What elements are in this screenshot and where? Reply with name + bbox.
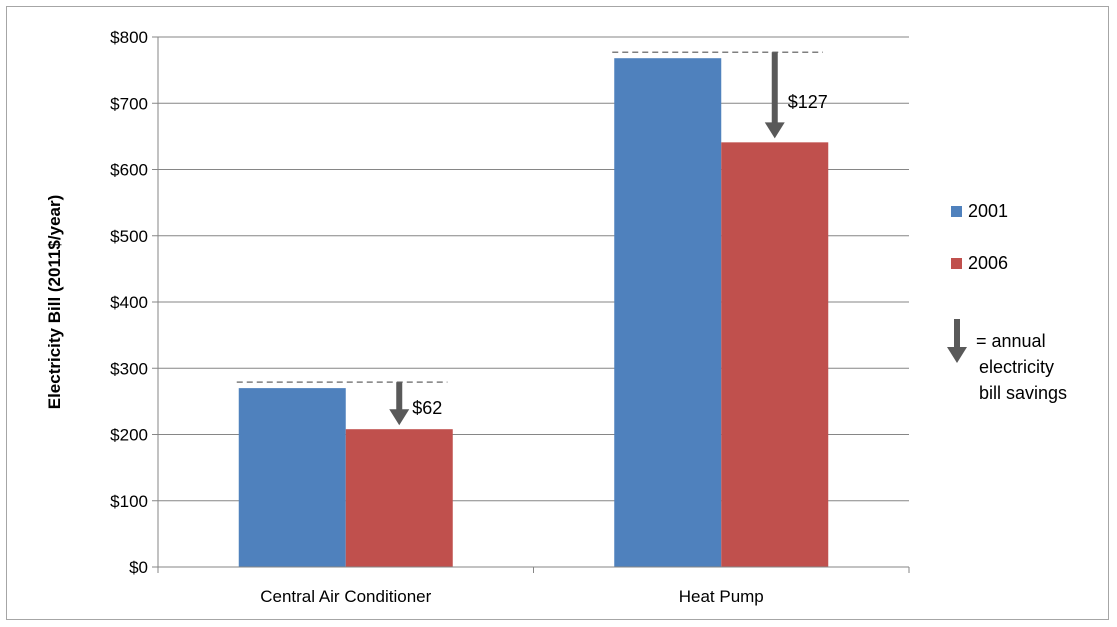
- legend-swatch-2006: [951, 258, 962, 269]
- legend-swatch-2001: [951, 206, 962, 217]
- legend-note-line: electricity: [979, 357, 1054, 377]
- arrow-head: [389, 409, 410, 426]
- legend-arrow-icon: [947, 319, 967, 363]
- bars: [238, 58, 829, 567]
- bar-2006-central-air-conditioner: [345, 429, 453, 567]
- y-tick-label: $300: [110, 359, 148, 378]
- x-tick-label: Central Air Conditioner: [260, 587, 431, 606]
- savings-arrow: [389, 382, 410, 426]
- y-tick-label: $500: [110, 227, 148, 246]
- savings-label: $127: [788, 92, 828, 112]
- arrow-shaft: [771, 52, 778, 124]
- savings-arrow: [764, 52, 785, 139]
- y-tick-label: $600: [110, 161, 148, 180]
- legend-note-line: = annual: [976, 331, 1046, 351]
- savings-label: $62: [412, 398, 442, 418]
- axes: $0 $100 $200 $300 $400 $500 $600 $700 $800 Centra…: [110, 28, 910, 606]
- bar-2006-heat-pump: [721, 142, 829, 567]
- savings-annotations: $62 $127: [236, 51, 828, 426]
- arrow-shaft: [954, 319, 960, 348]
- y-tick-label: $200: [110, 426, 148, 445]
- arrow-head: [764, 122, 785, 139]
- bar-2001-heat-pump: [614, 58, 722, 567]
- arrow-head: [947, 347, 967, 363]
- legend-label-2006: 2006: [968, 253, 1008, 273]
- x-tick-label: Heat Pump: [679, 587, 764, 606]
- legend-note-line: bill savings: [979, 383, 1067, 403]
- chart-frame: $0 $100 $200 $300 $400 $500 $600 $700 $800 Centra…: [6, 6, 1109, 620]
- y-axis-title: Electricity Bill (2011$/year): [45, 195, 64, 410]
- arrow-shaft: [396, 382, 403, 411]
- legend: 2001 2006 = annual electricity bill savings: [947, 201, 1067, 403]
- y-tick-label: $0: [129, 558, 148, 577]
- legend-label-2001: 2001: [968, 201, 1008, 221]
- y-tick-label: $100: [110, 492, 148, 511]
- bar-2001-central-air-conditioner: [238, 388, 346, 567]
- y-tick-label: $400: [110, 293, 148, 312]
- bar-chart: $0 $100 $200 $300 $400 $500 $600 $700 $800 Centra…: [45, 28, 1067, 606]
- y-tick-label: $800: [110, 28, 148, 47]
- y-tick-label: $700: [110, 94, 148, 113]
